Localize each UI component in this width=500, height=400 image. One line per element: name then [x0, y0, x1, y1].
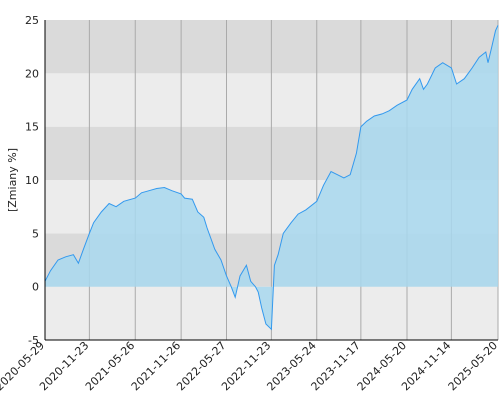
y-axis-label: [Zmiany %]	[6, 148, 19, 212]
y-tick-labels: -5 0 5 10 15 20 25	[25, 14, 39, 347]
x-tick-label: 2025-05-20	[446, 339, 500, 393]
x-tick-labels: 2020-05-292020-11-232021-05-262021-11-26…	[0, 339, 500, 393]
y-tick-label: 5	[32, 227, 39, 240]
y-tick-label: 25	[25, 14, 39, 27]
y-tick-label: 15	[25, 121, 39, 134]
series-line	[44, 25, 499, 331]
series-area	[45, 25, 498, 330]
y-tick-label: 20	[25, 67, 39, 80]
axes	[44, 20, 498, 341]
series-group	[44, 25, 499, 331]
y-tick-label: 10	[25, 174, 39, 187]
y-tick-label: -5	[28, 334, 39, 347]
y-tick-label: 0	[32, 281, 39, 294]
